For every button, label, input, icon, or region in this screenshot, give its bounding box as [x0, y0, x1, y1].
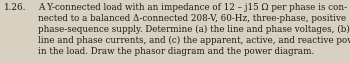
- Text: phase-sequence supply. Determine (a) the line and phase voltages, (b) the: phase-sequence supply. Determine (a) the…: [38, 25, 350, 34]
- Text: in the load. Draw the phasor diagram and the power diagram.: in the load. Draw the phasor diagram and…: [38, 47, 314, 56]
- Text: line and phase currents, and (c) the apparent, active, and reactive powers: line and phase currents, and (c) the app…: [38, 36, 350, 45]
- Text: nected to a balanced Δ-connected 208-V, 60-Hz, three-phase, positive: nected to a balanced Δ-connected 208-V, …: [38, 14, 346, 23]
- Text: 1.26.: 1.26.: [4, 3, 26, 12]
- Text: A Y-connected load with an impedance of 12 – j15 Ω per phase is con-: A Y-connected load with an impedance of …: [38, 3, 347, 12]
